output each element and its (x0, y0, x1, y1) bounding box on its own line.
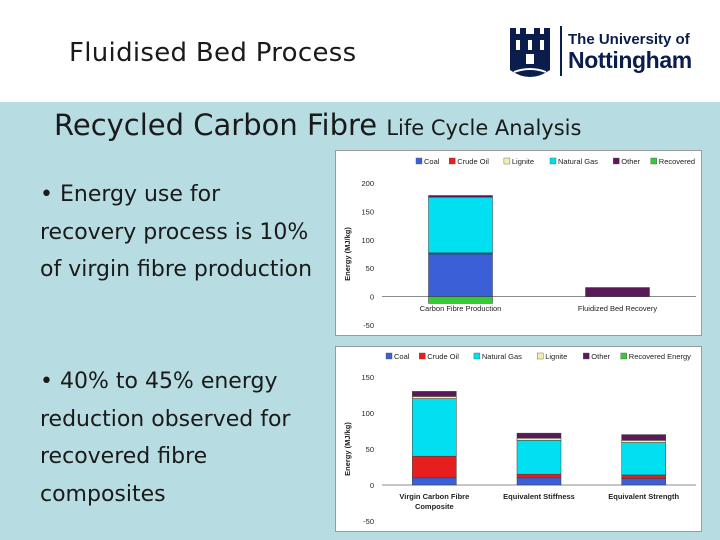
bar-segment (621, 434, 666, 441)
legend-swatch (650, 157, 657, 165)
category-label-line: Carbon Fibre Production (420, 304, 502, 313)
title-main: Recycled Carbon Fibre (54, 108, 378, 142)
legend-label: Crude Oil (427, 352, 459, 361)
legend-label: Other (591, 352, 610, 361)
legend-swatch (473, 352, 481, 360)
chart-fibre-production-svg: Coal Crude Oil Lignite Natural Gas Other Reco… (343, 157, 696, 330)
chart-composites-svg: Coal Crude Oil Natural Gas Lignite Other Reco… (343, 352, 696, 526)
legend-label: Recovered (659, 157, 695, 166)
y-tick-label: 0 (370, 293, 374, 302)
castle-crest-icon (510, 28, 550, 77)
logo-text-line1: The University of (568, 31, 690, 48)
legend-label: Coal (424, 157, 440, 166)
bar-segment (621, 478, 666, 486)
category-label: Equivalent Strength (608, 492, 679, 501)
legend-swatch (415, 157, 423, 165)
bar-segment (621, 474, 666, 479)
y-tick-label: 150 (361, 207, 374, 216)
bar-segment (412, 477, 457, 486)
legend-swatch (583, 352, 590, 360)
y-axis-label: Energy (MJ/kg) (343, 422, 352, 476)
bar-segment (516, 473, 562, 479)
category-label: Carbon Fibre Production (420, 304, 502, 313)
legend-swatch (549, 157, 557, 165)
y-tick-label: 150 (361, 373, 374, 382)
bar-segment (428, 196, 493, 254)
bar-segment (516, 432, 562, 439)
bar-segment (585, 287, 650, 297)
y-tick-label: -50 (363, 517, 374, 526)
y-tick-label: 200 (361, 179, 374, 188)
legend-label: Natural Gas (558, 157, 598, 166)
y-tick-label: 50 (366, 264, 374, 273)
legend-label: Coal (394, 352, 410, 361)
legend-swatch (503, 157, 511, 165)
category-label-line: Virgin Carbon Fibre (399, 492, 469, 501)
y-tick-label: 100 (361, 409, 374, 418)
bar-segment (428, 296, 493, 304)
chart-fibre-production: Coal Crude Oil Lignite Natural Gas Other Reco… (335, 150, 702, 336)
bar-segment (412, 398, 457, 457)
category-label-line: Fluidized Bed Recovery (578, 304, 657, 313)
y-tick-label: 50 (366, 445, 374, 454)
bar-segment (516, 440, 562, 475)
title-subtitle: Life Cycle Analysis (386, 116, 582, 140)
header-title: Fluidised Bed Process (69, 38, 357, 68)
legend-swatch (448, 157, 456, 165)
bar-segment (428, 253, 493, 297)
legend-label: Other (621, 157, 640, 166)
bar-segment (412, 391, 457, 397)
legend-label: Lignite (545, 352, 567, 361)
legend-swatch (385, 352, 393, 360)
legend-label: Crude Oil (457, 157, 489, 166)
legend-label: Lignite (512, 157, 534, 166)
bar-segment (516, 477, 562, 486)
bar-segment (621, 442, 666, 476)
slide-header: Fluidised Bed Process The University of … (0, 0, 720, 102)
category-label: Fluidized Bed Recovery (578, 304, 657, 313)
bar-segment (412, 455, 457, 479)
category-label: Virgin Carbon Fibre Composite (399, 492, 469, 511)
legend-swatch (536, 352, 544, 360)
logo-divider (560, 26, 562, 76)
chart-composites: Coal Crude Oil Natural Gas Lignite Other Reco… (335, 346, 702, 532)
y-tick-label: 100 (361, 236, 374, 245)
y-tick-label: -50 (363, 321, 374, 330)
y-axis-label: Energy (MJ/kg) (343, 227, 352, 281)
category-label: Equivalent Stiffness (503, 492, 575, 501)
legend-swatch (418, 352, 426, 360)
category-label-line: Equivalent Stiffness (503, 492, 575, 501)
bullet-energy-reduction: • 40% to 45% energy reduction observed f… (40, 369, 291, 507)
legend-label: Natural Gas (482, 352, 522, 361)
legend-swatch (613, 157, 620, 165)
legend-swatch (620, 352, 627, 360)
logo-text-line2: Nottingham (568, 47, 692, 73)
category-label-line: Equivalent Strength (608, 492, 679, 501)
y-tick-label: 0 (370, 481, 374, 490)
category-label-line: Composite (415, 502, 454, 511)
legend-label: Recovered Energy (629, 352, 691, 361)
bar-segment (621, 440, 666, 443)
bullet-energy-use: • Energy use for recovery process is 10%… (40, 182, 313, 282)
slide-title: Recycled Carbon Fibre Life Cycle Analysi… (54, 108, 581, 142)
university-logo: The University of Nottingham (506, 20, 706, 82)
bar-segment (412, 396, 457, 399)
bar-segment (516, 437, 562, 441)
bar-segment (428, 195, 493, 198)
